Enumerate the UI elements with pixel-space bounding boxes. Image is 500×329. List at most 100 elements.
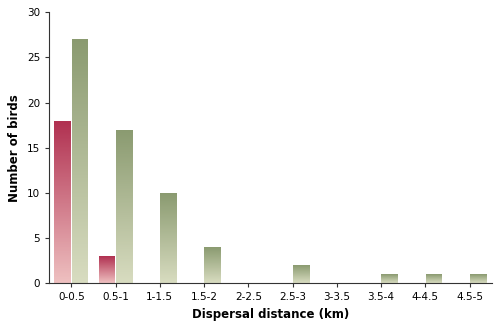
Bar xyxy=(160,245,177,246)
Bar xyxy=(72,151,88,153)
Bar xyxy=(160,242,177,243)
Bar xyxy=(72,136,88,137)
Bar xyxy=(160,234,177,235)
Bar xyxy=(72,198,88,199)
Bar xyxy=(116,176,132,177)
Bar xyxy=(54,254,71,255)
Bar xyxy=(54,189,71,190)
Bar xyxy=(54,133,71,134)
Bar xyxy=(116,177,132,178)
Bar xyxy=(160,196,177,197)
Bar xyxy=(54,136,71,137)
Bar xyxy=(116,215,132,216)
Bar xyxy=(72,205,88,206)
Bar xyxy=(54,144,71,145)
Bar xyxy=(72,50,88,52)
Bar xyxy=(54,206,71,207)
Bar xyxy=(72,94,88,95)
Bar xyxy=(160,249,177,250)
Bar xyxy=(160,278,177,279)
Bar xyxy=(72,99,88,100)
Bar xyxy=(116,188,132,189)
Bar xyxy=(72,150,88,151)
Bar xyxy=(72,217,88,218)
Bar xyxy=(54,148,71,149)
Bar xyxy=(54,130,71,131)
Bar xyxy=(72,215,88,216)
Bar xyxy=(54,239,71,240)
Bar xyxy=(116,135,132,136)
Bar xyxy=(72,246,88,248)
Bar xyxy=(54,237,71,238)
Bar xyxy=(54,203,71,204)
Bar xyxy=(116,214,132,215)
Bar xyxy=(116,140,132,141)
Bar xyxy=(72,154,88,155)
Bar xyxy=(160,216,177,217)
Bar xyxy=(54,141,71,142)
Bar xyxy=(54,234,71,235)
Bar xyxy=(54,278,71,279)
Bar xyxy=(72,39,88,40)
Bar xyxy=(72,104,88,105)
Bar xyxy=(116,229,132,230)
Bar xyxy=(160,253,177,254)
Bar xyxy=(160,203,177,204)
Bar xyxy=(116,131,132,132)
Bar xyxy=(160,276,177,277)
Bar xyxy=(72,262,88,264)
Bar xyxy=(116,281,132,282)
Bar xyxy=(72,187,88,188)
Bar xyxy=(160,215,177,216)
Bar xyxy=(72,125,88,126)
Bar xyxy=(54,182,71,183)
Bar xyxy=(54,250,71,251)
Bar xyxy=(116,265,132,266)
Bar xyxy=(72,264,88,265)
Bar xyxy=(116,276,132,277)
Bar xyxy=(72,237,88,238)
Bar xyxy=(54,129,71,130)
Bar xyxy=(160,239,177,240)
Bar xyxy=(54,229,71,230)
Bar xyxy=(160,238,177,239)
Bar xyxy=(116,240,132,241)
Bar xyxy=(72,95,88,97)
Bar xyxy=(72,220,88,221)
Bar xyxy=(72,232,88,233)
Bar xyxy=(72,253,88,254)
Bar xyxy=(72,209,88,210)
Bar xyxy=(116,280,132,281)
Bar xyxy=(116,235,132,236)
Bar xyxy=(54,217,71,218)
Bar xyxy=(72,144,88,145)
Bar xyxy=(72,221,88,222)
Bar xyxy=(72,210,88,211)
Bar xyxy=(116,213,132,214)
Bar xyxy=(72,195,88,197)
Bar xyxy=(160,282,177,283)
Bar xyxy=(54,131,71,132)
Bar xyxy=(116,149,132,150)
Bar xyxy=(116,247,132,248)
Bar xyxy=(72,204,88,205)
Bar xyxy=(72,270,88,271)
Bar xyxy=(72,163,88,164)
Bar xyxy=(54,151,71,152)
Bar xyxy=(160,193,177,194)
Bar xyxy=(72,130,88,131)
Bar xyxy=(54,134,71,135)
Bar xyxy=(116,238,132,239)
Bar xyxy=(116,257,132,258)
Bar xyxy=(54,272,71,273)
Bar xyxy=(54,187,71,188)
Bar xyxy=(72,184,88,186)
Bar xyxy=(116,142,132,143)
Bar xyxy=(72,92,88,93)
Bar xyxy=(116,277,132,278)
Bar xyxy=(116,207,132,208)
Bar xyxy=(72,256,88,258)
Bar xyxy=(72,147,88,148)
Bar xyxy=(54,154,71,155)
Bar xyxy=(72,70,88,71)
